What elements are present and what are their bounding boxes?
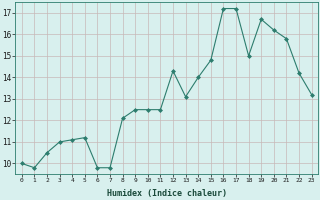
X-axis label: Humidex (Indice chaleur): Humidex (Indice chaleur)	[107, 189, 227, 198]
